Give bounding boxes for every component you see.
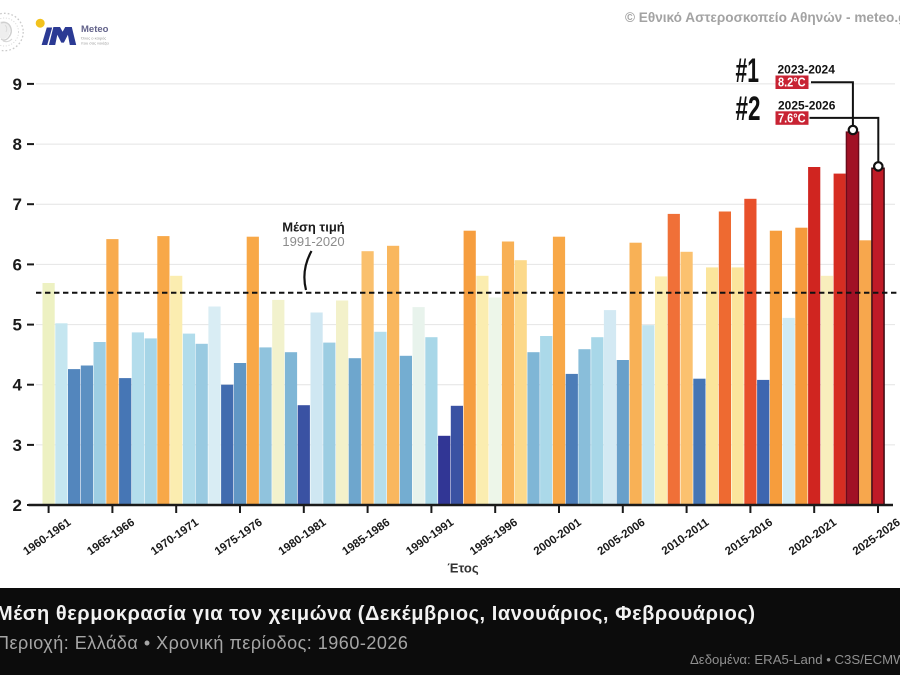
- svg-text:7.6°C: 7.6°C: [778, 112, 806, 126]
- svg-text:Περιοχή: Ελλάδα • Χρονική περί: Περιοχή: Ελλάδα • Χρονική περίοδος: 1960…: [0, 633, 408, 653]
- svg-text:1991-2020: 1991-2020: [282, 234, 344, 249]
- svg-text:4: 4: [13, 376, 23, 395]
- svg-text:3: 3: [13, 436, 22, 455]
- svg-text:Μέση τιμή: Μέση τιμή: [282, 220, 345, 235]
- svg-text:8.2°C: 8.2°C: [778, 76, 806, 90]
- svg-text:#2: #2: [736, 90, 761, 128]
- svg-text:Έτος: Έτος: [447, 561, 478, 576]
- svg-text:6: 6: [13, 255, 22, 274]
- svg-text:που σας νοιάζει: που σας νοιάζει: [81, 41, 109, 46]
- svg-text:#1: #1: [736, 51, 759, 89]
- svg-text:Meteo: Meteo: [81, 24, 109, 35]
- svg-text:2025-2026: 2025-2026: [778, 99, 836, 113]
- svg-text:2023-2024: 2023-2024: [778, 63, 836, 77]
- svg-text:5: 5: [13, 316, 22, 335]
- svg-text:© Εθνικό Αστεροσκοπείο Αθηνών: © Εθνικό Αστεροσκοπείο Αθηνών - meteo.gr: [625, 10, 900, 25]
- svg-text:2: 2: [13, 496, 22, 515]
- svg-text:7: 7: [13, 195, 22, 214]
- svg-text:8: 8: [13, 135, 22, 154]
- svg-text:Όλος ο καιρός: Όλος ο καιρός: [80, 36, 106, 41]
- svg-text:Δεδομένα: ERA5-Land • C3S/ECMW: Δεδομένα: ERA5-Land • C3S/ECMWF: [690, 652, 900, 667]
- svg-text:9: 9: [13, 75, 22, 94]
- svg-text:Μέση θερμοκρασία για τον χειμώ: Μέση θερμοκρασία για τον χειμώνα (Δεκέμβ…: [0, 603, 756, 625]
